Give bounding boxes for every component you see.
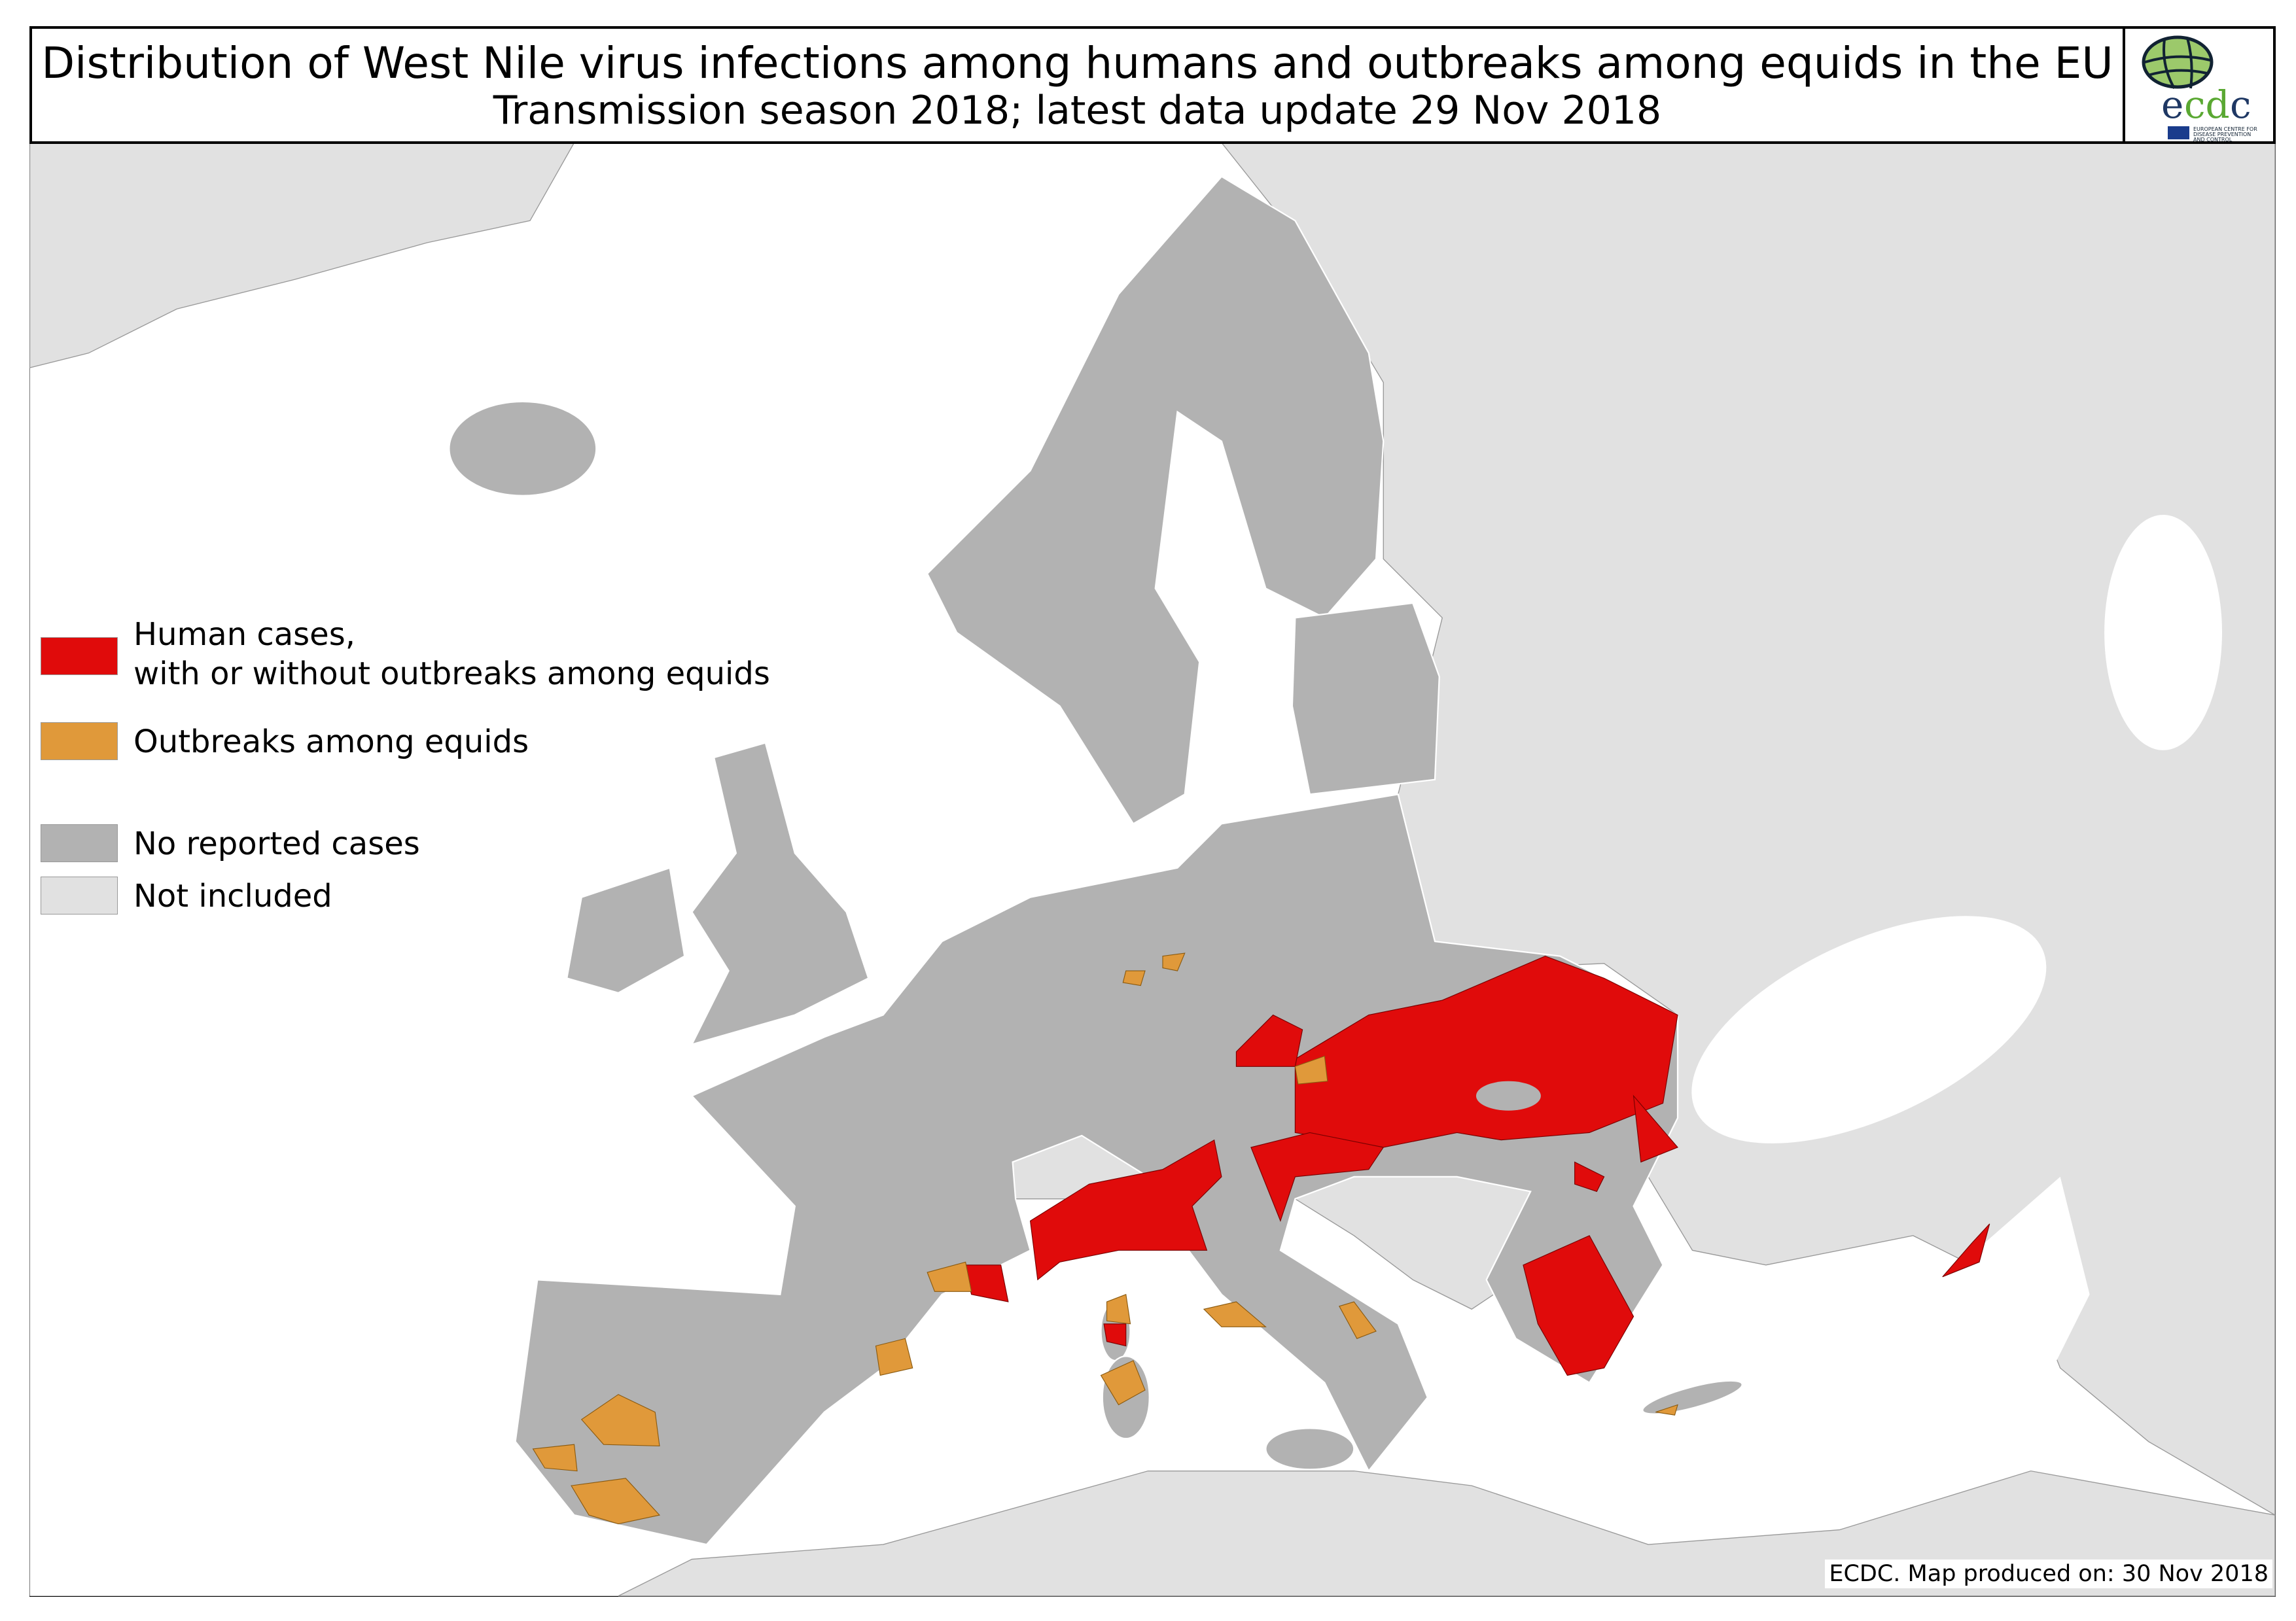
area-human-cases-austria	[1235, 1014, 1303, 1067]
ecdc-logo: e cd c EUROPEAN CENTRE FOR DISEASE PREVE…	[2123, 26, 2278, 144]
legend-label: Human cases,	[133, 616, 355, 653]
svg-text:DISEASE PREVENTION: DISEASE PREVENTION	[2193, 131, 2251, 137]
area-human-cases-croatia-serbia	[1250, 1132, 1385, 1223]
black-sea	[1691, 916, 2047, 1143]
ecdc-globe-icon: e cd c EUROPEAN CENTRE FOR DISEASE PREVE…	[2142, 35, 2257, 143]
area-equid-outbreaks-sardinia	[1100, 1360, 1146, 1406]
area-equid-outbreaks-austria	[1294, 1055, 1328, 1085]
legend-label: Outbreaks among equids	[133, 723, 529, 760]
map-header: Distribution of West Nile virus infectio…	[29, 26, 2276, 144]
area-equid-outbreaks-germany	[1122, 952, 1186, 986]
island-sicily	[1265, 1427, 1355, 1471]
map-subtitle: Transmission season 2018; latest data up…	[493, 88, 1662, 133]
country-iceland	[448, 400, 597, 497]
legend-label: No reported cases	[133, 826, 420, 862]
legend-swatch-red	[41, 637, 118, 675]
area-equid-outbreaks-france	[927, 1261, 972, 1292]
island-crete	[1642, 1380, 1743, 1415]
romania-no-cases-area	[1475, 1081, 1541, 1111]
svg-text:AND CONTROL: AND CONTROL	[2193, 137, 2233, 141]
area-human-cases-bulgaria	[1633, 1094, 1678, 1163]
region-scandinavia	[926, 175, 1385, 825]
svg-text:cd: cd	[2184, 82, 2230, 127]
map-title: Distribution of West Nile virus infectio…	[41, 38, 2113, 88]
legend-swatch-light-gray	[41, 877, 118, 915]
area-human-cases-serbia	[1574, 1161, 1605, 1193]
region-continental-europe	[514, 793, 1679, 1546]
country-uk	[690, 742, 870, 1046]
area-human-cases-corsica	[1103, 1323, 1127, 1347]
legend-label: with or without outbreaks among equids	[133, 655, 770, 692]
area-equid-outbreaks-portugal-spain-1	[580, 1394, 660, 1446]
mediterranean-east	[1589, 1176, 2090, 1501]
legend-swatch-orange	[41, 722, 118, 760]
area-equid-outbreaks-central-italy	[1203, 1301, 1267, 1327]
country-ireland	[565, 867, 686, 994]
svg-text:c: c	[2230, 82, 2251, 127]
area-human-cases-cyprus	[1942, 1223, 1990, 1278]
area-equid-outbreaks-crete	[1655, 1404, 1678, 1416]
region-greenland	[29, 142, 575, 369]
legend-label: Not included	[133, 878, 332, 915]
legend-swatch-gray	[41, 824, 118, 862]
area-equid-outbreaks-portugal	[532, 1444, 578, 1472]
area-human-cases-greece	[1523, 1235, 1634, 1376]
area-equid-outbreaks-portugal-spain-2	[571, 1478, 661, 1525]
area-human-cases-north-italy	[1030, 1139, 1222, 1281]
area-equid-outbreaks-corsica	[1106, 1294, 1131, 1325]
map-credit: ECDC. Map produced on: 30 Nov 2018	[1825, 1560, 2272, 1588]
region-baltics	[1291, 602, 1440, 795]
svg-text:e: e	[2161, 82, 2183, 127]
svg-text:EUROPEAN CENTRE FOR: EUROPEAN CENTRE FOR	[2193, 126, 2257, 132]
area-equid-outbreaks-south-italy	[1338, 1301, 1377, 1339]
area-equid-outbreaks-catalonia	[875, 1338, 913, 1376]
caspian-sea	[2104, 515, 2223, 750]
